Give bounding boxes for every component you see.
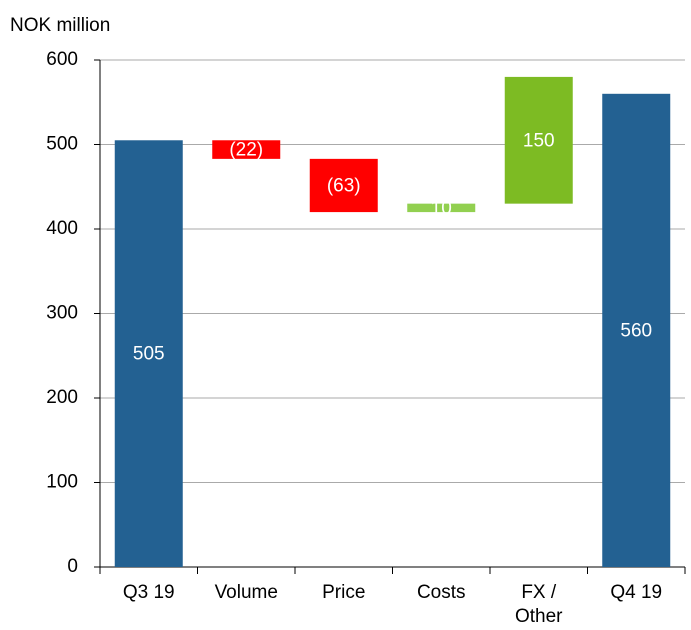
y-tick-label: 200 [46, 387, 78, 408]
y-tick-label: 400 [46, 218, 78, 239]
data-label: 150 [523, 130, 555, 151]
bar [602, 93, 671, 568]
x-tick-label: FX / Other [514, 582, 563, 627]
x-tick-label: Volume [214, 582, 278, 603]
x-tick-label: Q3 19 [122, 582, 175, 603]
data-label: 505 [133, 344, 165, 365]
bar [309, 158, 378, 213]
x-tick-label: Price [322, 582, 366, 603]
bar [212, 140, 281, 159]
data-label: 560 [620, 320, 652, 341]
bar [504, 76, 573, 204]
data-label: 10 [431, 198, 452, 219]
y-tick-label: 100 [46, 472, 78, 493]
y-tick-label: 600 [46, 49, 78, 70]
data-label: (63) [327, 175, 361, 196]
x-tick-label: Costs [416, 582, 466, 603]
y-tick-label: 300 [46, 303, 78, 324]
y-tick-label: 0 [67, 556, 78, 577]
y-tick-label: 500 [46, 134, 78, 155]
bar [407, 203, 476, 213]
x-tick-label: Q4 19 [610, 582, 663, 603]
axis-title: NOK million [10, 15, 110, 36]
bar [114, 140, 183, 567]
data-label: (22) [229, 140, 263, 161]
